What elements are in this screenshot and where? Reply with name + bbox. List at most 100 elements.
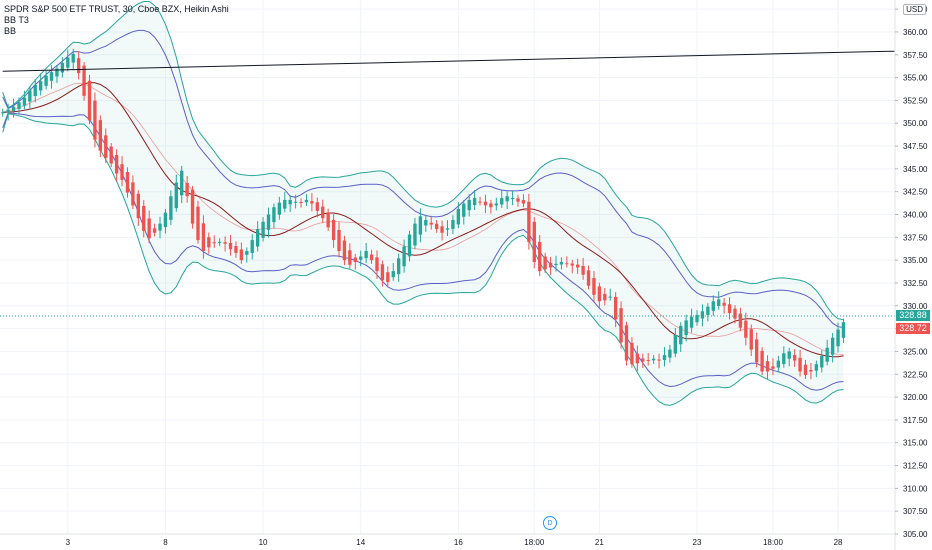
y-tick-label: 305.00 <box>903 530 928 539</box>
candle-body <box>722 302 726 306</box>
time-axis[interactable]: 3 8 10 14 16 18:00 21 23 18:00 28 <box>0 533 895 547</box>
candle-body <box>261 221 265 238</box>
candle-body <box>451 219 455 229</box>
candle-body <box>798 357 802 372</box>
candle-body <box>169 196 173 220</box>
candle-body <box>386 272 390 283</box>
candle-body <box>803 364 808 376</box>
candle-body <box>93 100 97 140</box>
x-tick-label: 23 <box>693 538 702 547</box>
indicator-bb-t3[interactable]: BB T3 <box>4 15 29 25</box>
candle-body <box>55 68 59 77</box>
trendline-segment <box>2 50 898 72</box>
candle-body <box>695 314 699 323</box>
candle-body <box>337 229 341 252</box>
x-tick-label: 10 <box>259 538 268 547</box>
candle-body <box>245 251 249 255</box>
candle-body <box>576 264 580 268</box>
candle-body <box>82 65 86 96</box>
candle-body <box>651 358 656 361</box>
candle-body <box>321 206 325 219</box>
candle-body <box>472 198 477 206</box>
candle-body <box>538 241 542 272</box>
candle-body <box>283 199 287 209</box>
candle-body <box>776 360 781 368</box>
dividend-marker[interactable]: D <box>543 516 557 530</box>
candle-body <box>255 229 260 247</box>
candle-body <box>765 361 770 372</box>
candle-body <box>131 182 135 206</box>
candle-body <box>364 251 368 259</box>
candle-body <box>76 58 81 74</box>
candle-body <box>586 270 591 286</box>
candle-body <box>369 254 374 261</box>
candle-body <box>207 237 211 248</box>
y-tick-label: 340.00 <box>903 211 928 220</box>
candle-body <box>510 198 515 200</box>
currency-label[interactable]: USD <box>903 4 926 15</box>
y-tick-label: 355.00 <box>903 74 928 83</box>
x-tick-label: 16 <box>454 538 463 547</box>
price-axis[interactable]: 305.00 307.50 310.00 312.50 315.00 317.50 320.… <box>894 0 932 550</box>
y-tick-label: 357.50 <box>903 51 928 60</box>
candle-body <box>500 198 504 205</box>
y-tick-label: 352.50 <box>903 96 928 105</box>
candle-body <box>104 135 108 158</box>
candle-body <box>212 242 216 244</box>
y-tick-label: 320.00 <box>903 393 928 402</box>
candle-body <box>760 350 764 372</box>
candle-body <box>738 313 743 328</box>
candle-body <box>836 329 840 347</box>
candle-body <box>483 201 488 206</box>
candle-body <box>521 200 526 204</box>
candle-body <box>478 201 482 203</box>
candle-body <box>597 286 602 302</box>
bb-upper-outer <box>2 0 844 321</box>
candle-body <box>424 219 428 226</box>
candle-body <box>467 199 471 211</box>
candle-body <box>304 199 309 203</box>
candle-body <box>689 316 694 328</box>
candle-body <box>825 347 829 362</box>
candle-body <box>413 223 417 246</box>
candle-body <box>180 170 184 196</box>
candle-body <box>787 351 791 359</box>
candle-body <box>272 207 276 223</box>
y-tick-label: 345.00 <box>903 165 928 174</box>
candle-body <box>407 234 412 257</box>
candle-body <box>11 106 16 112</box>
x-tick-label: 8 <box>163 538 168 547</box>
candle-body <box>359 256 363 260</box>
trendline[interactable] <box>2 50 898 72</box>
candle-body <box>98 120 103 151</box>
candle-body <box>706 306 710 315</box>
candle-body <box>6 109 10 113</box>
candle-body <box>548 262 553 268</box>
candle-body <box>1 112 5 114</box>
candle-body <box>532 221 536 262</box>
candle-body <box>641 358 645 362</box>
candle-body <box>185 183 189 197</box>
band-fill <box>2 1 844 406</box>
y-tick-label: 347.50 <box>903 142 928 151</box>
x-tick-label: 28 <box>834 538 843 547</box>
candle-body <box>49 72 54 81</box>
bb-t3-basis <box>2 82 844 358</box>
candle-body <box>792 355 797 361</box>
candle-body <box>266 214 271 230</box>
indicator-bb[interactable]: BB <box>4 26 17 36</box>
candle-body <box>299 201 303 203</box>
candle-body <box>147 218 151 239</box>
candle-body <box>201 223 206 252</box>
candle-body <box>592 278 596 295</box>
candle-body <box>830 337 835 355</box>
candle-body <box>125 172 130 193</box>
candle-body <box>624 325 629 361</box>
candle-body <box>711 301 715 311</box>
x-tick-label: 18:00 <box>524 538 545 547</box>
candle-body <box>657 359 661 361</box>
y-tick-label: 312.50 <box>903 462 928 471</box>
candle-body <box>613 296 618 320</box>
candle-body <box>326 212 330 228</box>
